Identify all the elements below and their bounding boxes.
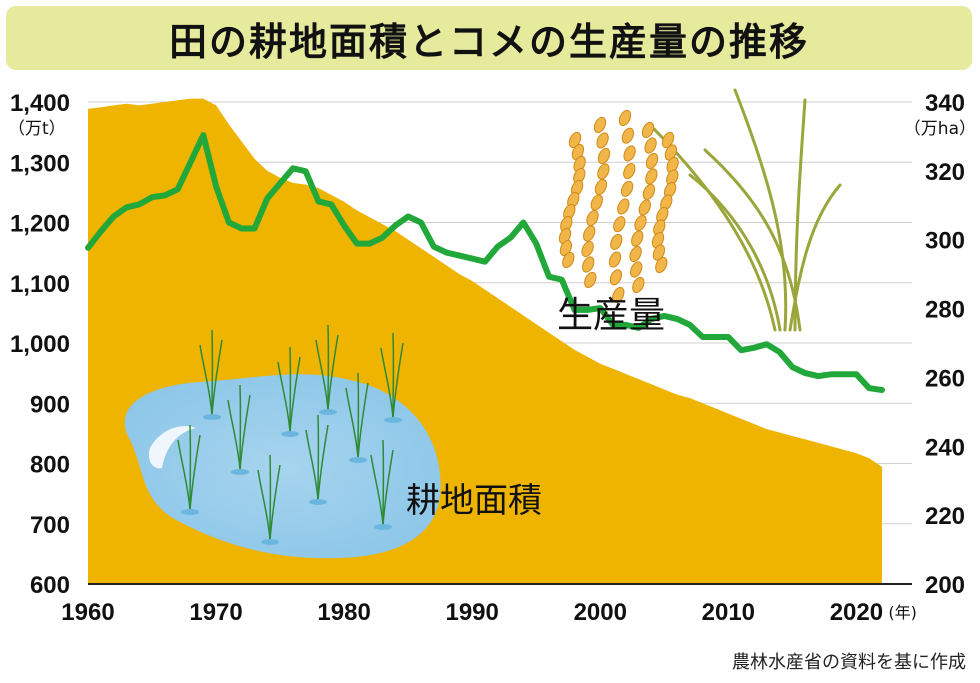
rice-grain-icon: [586, 209, 599, 227]
production-line: [85, 132, 885, 393]
left-tick-label: 800: [30, 452, 70, 479]
title-banner: 田の耕地面積とコメの生産量の推移: [6, 6, 972, 70]
rice-grain-icon: [655, 256, 668, 274]
right-tick-label: 340: [925, 90, 965, 117]
right-tick-label: 320: [925, 159, 965, 186]
rice-grain-icon: [610, 233, 623, 250]
rice-grain-icon: [568, 131, 582, 149]
rice-grain-icon: [620, 180, 634, 197]
rice-grain-icon: [644, 137, 657, 154]
rice-grain-icon: [584, 271, 597, 289]
left-tick-label: 600: [30, 572, 70, 599]
sprout-icon: [277, 346, 301, 437]
x-tick-label: 2010: [702, 599, 755, 626]
rice-grain-icon: [562, 251, 575, 269]
right-axis-unit: （万ha）: [904, 119, 976, 139]
rice-grain-icon: [608, 251, 622, 268]
right-tick-label: 240: [925, 434, 965, 461]
x-tick-label: 2020: [830, 599, 883, 626]
rice-sprouts: [177, 324, 404, 545]
rice-grain-icon: [558, 227, 572, 245]
rice-grain-icon: [559, 239, 573, 257]
rice-grain-icon: [613, 216, 626, 233]
rice-grain-icon: [597, 163, 610, 180]
rice-grain-icon: [597, 147, 611, 165]
rice-grain-icon: [652, 244, 666, 261]
rice-grain-icon: [582, 256, 595, 273]
x-tick-label: 1990: [445, 599, 498, 626]
left-tick-label: 1,000: [10, 331, 70, 358]
rice-grain-icon: [623, 163, 636, 180]
source-note: 農林水産省の資料を基に作成: [732, 652, 966, 673]
rice-grain-icon: [629, 245, 642, 263]
rice-grain-icon: [641, 121, 655, 139]
sprout-icon: [177, 424, 201, 515]
production-label: 生産量: [557, 295, 665, 336]
rice-grain-icon: [583, 225, 596, 242]
rice-grain-icon: [664, 144, 678, 161]
right-tick-label: 300: [925, 228, 965, 255]
paddy-field-illustration: [124, 324, 441, 559]
x-tick-label: 1970: [189, 599, 242, 626]
rice-grain-icon: [630, 261, 643, 278]
rice-grain-icon: [645, 168, 658, 185]
sprout-icon: [305, 414, 329, 505]
area-label: 耕地面積: [406, 481, 542, 521]
rice-grain-icon: [638, 199, 651, 216]
sprout-icon: [199, 329, 223, 420]
x-tick-label: 1960: [61, 599, 114, 626]
rice-grain-icon: [661, 131, 675, 149]
rice-grain-icon: [623, 145, 636, 162]
rice-grain-icon: [642, 183, 656, 201]
left-tick-label: 1,100: [10, 271, 70, 298]
left-tick-label: 700: [30, 512, 70, 539]
sprout-icon: [370, 439, 394, 530]
rice-grain-icon: [631, 230, 644, 247]
rice-grain-icon: [571, 143, 585, 161]
rice-grain-icon: [617, 198, 630, 215]
left-tick-label: 900: [30, 391, 70, 418]
rice-grain-icon: [621, 127, 635, 144]
rice-grain-icon: [612, 286, 625, 304]
rice-grain-icon: [590, 194, 603, 211]
rice-grain-icon: [645, 152, 659, 170]
x-axis-unit: (年): [888, 603, 917, 622]
axes: 600 700 800 900 1,000 1,100 1,200 1,300 1,400（万t…: [8, 90, 976, 626]
left-tick-label: 1,400: [10, 90, 70, 117]
rice-grain-icon: [609, 269, 623, 286]
rice-grain-icon: [594, 178, 608, 196]
rice-grain-icon: [634, 214, 647, 232]
left-tick-label: 1,200: [10, 211, 70, 238]
left-tick-label: 1,300: [10, 150, 70, 177]
rice-grain-icon: [581, 240, 594, 258]
sprout-icon: [345, 372, 369, 463]
rice-grain-icon: [632, 276, 645, 294]
sprout-icon: [380, 332, 404, 423]
x-tick-label: 1980: [317, 599, 370, 626]
x-tick-label: 2000: [574, 599, 627, 626]
right-tick-label: 280: [925, 297, 965, 324]
rice-grain-icon: [651, 231, 665, 249]
right-tick-label: 200: [925, 572, 965, 599]
sprout-icon: [257, 454, 281, 545]
rice-plant-illustration: [558, 88, 842, 332]
right-tick-label: 220: [925, 503, 965, 530]
rice-grain-icon: [593, 116, 607, 134]
right-tick-label: 260: [925, 365, 965, 392]
rice-grain-icon: [596, 132, 609, 149]
left-axis-unit: （万t）: [8, 119, 66, 139]
sprout-icon: [315, 324, 339, 415]
sprout-icon: [227, 384, 251, 475]
rice-grain-icon: [618, 109, 632, 127]
pond-highlight: [148, 426, 196, 469]
chart-title: 田の耕地面積とコメの生産量の推移: [168, 19, 809, 64]
